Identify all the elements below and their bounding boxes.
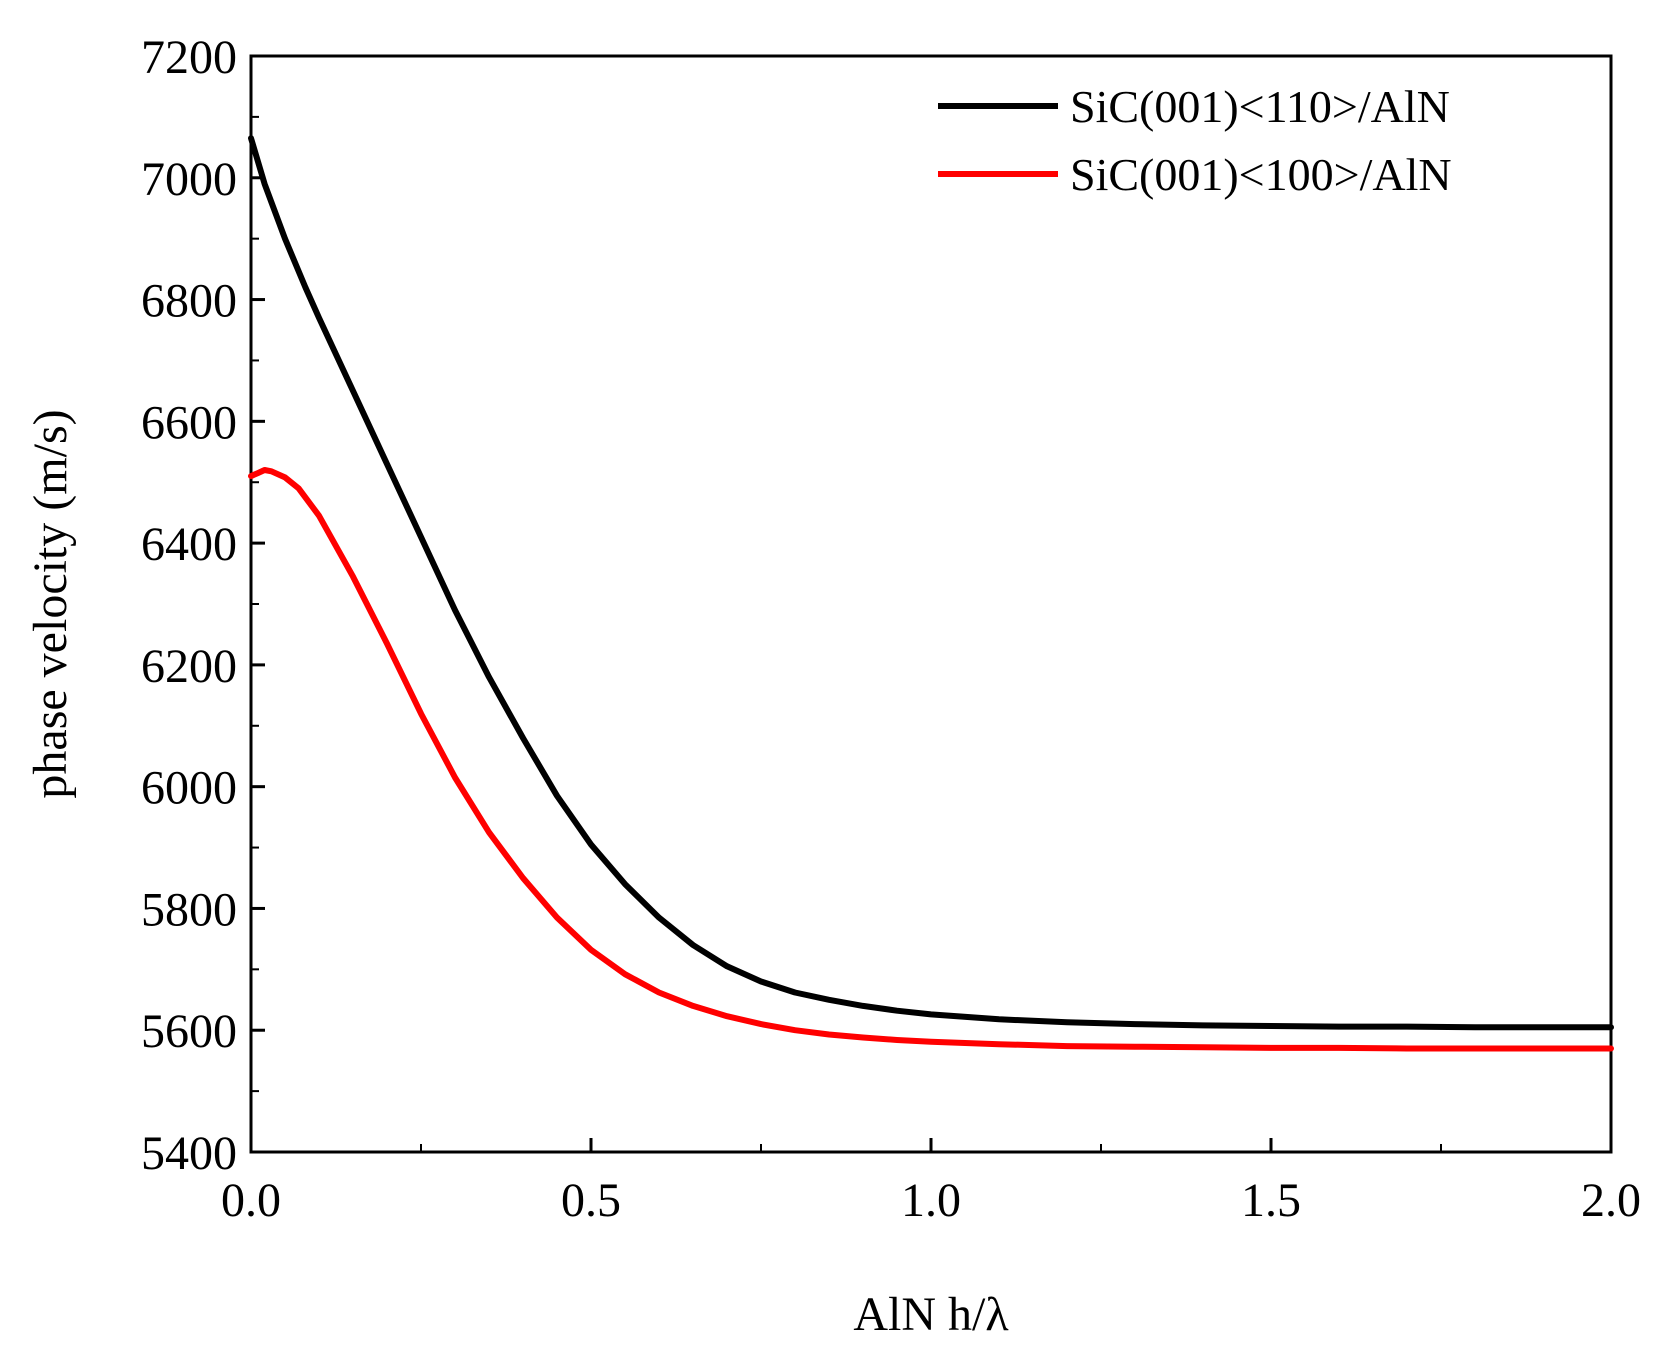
y-tick-label: 6600 <box>141 396 237 449</box>
legend: SiC(001)<110>/AlN SiC(001)<100>/AlN <box>938 81 1452 200</box>
y-tick-label: 6200 <box>141 640 237 693</box>
legend-label-series-2: SiC(001)<100>/AlN <box>1070 149 1452 200</box>
series-layer <box>248 135 1614 1052</box>
y-tick-label: 5600 <box>141 1005 237 1058</box>
series-line-2 <box>248 467 1614 1052</box>
legend-label-series-1: SiC(001)<110>/AlN <box>1070 81 1450 132</box>
x-axis-title: AlN h/λ <box>853 1288 1009 1341</box>
x-axis-ticks: 0.0 0.5 1.0 1.5 2.0 <box>221 1138 1641 1227</box>
x-tick-label: 1.5 <box>1241 1174 1301 1227</box>
y-tick-label: 6400 <box>141 518 237 571</box>
y-tick-label: 6000 <box>141 762 237 815</box>
y-tick-label: 7000 <box>141 153 237 206</box>
y-tick-label: 5400 <box>141 1127 237 1180</box>
x-tick-label: 0.5 <box>561 1174 621 1227</box>
y-axis-title: phase velocity (m/s) <box>24 409 77 798</box>
x-tick-label: 0.0 <box>221 1174 281 1227</box>
series-line-1 <box>248 135 1614 1031</box>
x-tick-label: 2.0 <box>1581 1174 1641 1227</box>
y-tick-label: 5800 <box>141 883 237 936</box>
x-tick-label: 1.0 <box>901 1174 961 1227</box>
y-tick-label: 7200 <box>141 31 237 84</box>
y-axis-ticks: 5400 5600 5800 6000 6200 6400 6600 6800 7000 7200 <box>141 31 265 1180</box>
y-tick-label: 6800 <box>141 275 237 328</box>
